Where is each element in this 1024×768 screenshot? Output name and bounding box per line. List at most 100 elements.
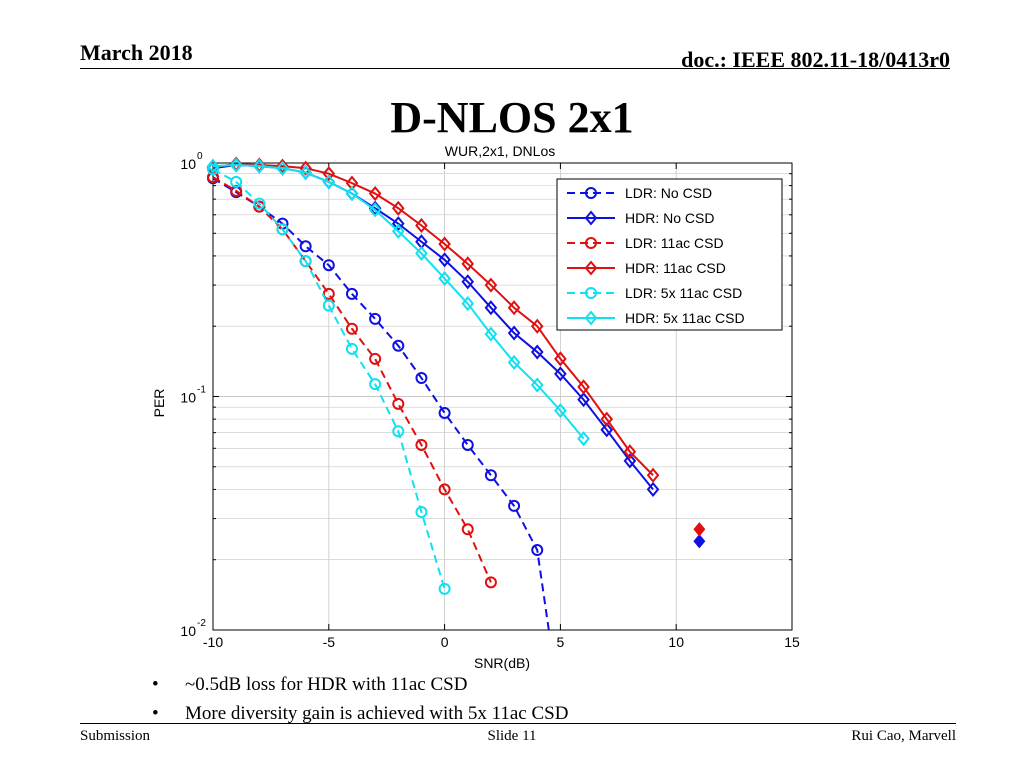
footer-slide-number: Slide 11: [487, 728, 537, 744]
data-point: [369, 378, 382, 391]
slide-title: D-NLOS 2x1: [390, 93, 634, 142]
x-tick-label: 5: [557, 634, 565, 650]
data-point: [415, 372, 428, 385]
bullet-glyph: •: [152, 674, 159, 695]
legend-marker: [584, 210, 598, 226]
data-point: [345, 287, 358, 300]
data-point: [461, 296, 475, 312]
data-point: [646, 481, 660, 497]
data-point: [554, 366, 567, 382]
x-tick-label: 15: [784, 634, 800, 650]
y-tick-label: 10: [180, 623, 196, 639]
data-point: [392, 339, 405, 352]
data-point: [484, 326, 498, 342]
data-point: [507, 354, 521, 370]
chart-series: [206, 156, 706, 630]
data-point: [577, 431, 590, 447]
series-line: [213, 164, 585, 440]
data-point: [415, 217, 428, 234]
y-tick-exponent: 0: [197, 151, 203, 162]
data-point: [531, 544, 544, 557]
series-line: [213, 168, 446, 590]
chart-legend: LDR: No CSD HDR: No CSD LDR: 11ac CSD HDR: …: [556, 178, 783, 331]
data-point: [253, 158, 266, 174]
data-point: [438, 582, 451, 595]
data-point: [554, 403, 567, 419]
legend-marker: [584, 310, 598, 326]
data-point: [299, 165, 312, 181]
legend-label: LDR: 5x 11ac CSD: [625, 285, 742, 301]
data-point: [345, 175, 359, 191]
data-point: [646, 467, 660, 483]
bullet-item: • More diversity gain is achieved with 5x…: [150, 699, 568, 728]
data-point: [230, 184, 243, 197]
data-point: [438, 236, 451, 252]
x-tick-label: 10: [668, 634, 684, 650]
y-tick-label: 10: [180, 156, 196, 172]
data-point: [530, 377, 544, 393]
data-point: [369, 312, 382, 325]
legend-label: LDR: 11ac CSD: [625, 235, 724, 251]
data-point: [299, 160, 312, 176]
data-point: [600, 422, 614, 438]
data-point: [206, 158, 220, 174]
bullet-text: More diversity gain is achieved with 5x …: [185, 703, 569, 724]
footer-submission: Submission: [80, 728, 151, 744]
footer-author: Rui Cao, Marvell: [851, 728, 956, 744]
series-ldr-5x-11ac-csd: [207, 163, 451, 595]
header-date: March 2018: [80, 40, 193, 65]
data-point: [368, 185, 382, 202]
data-point: [415, 506, 428, 519]
data-point: [392, 425, 405, 438]
data-point: [623, 444, 637, 460]
x-tick-label: -10: [203, 634, 223, 650]
bullet-item: • ~0.5dB loss for HDR with 11ac CSD: [150, 670, 568, 699]
data-point: [253, 197, 266, 210]
y-tick-label: 10: [180, 390, 196, 406]
bullet-list: • ~0.5dB loss for HDR with 11ac CSD • More…: [150, 670, 568, 728]
data-point: [415, 438, 428, 451]
legend-box: [556, 178, 783, 331]
data-point: [299, 240, 312, 253]
data-point: [322, 299, 335, 312]
axes-frame: [212, 162, 793, 631]
bullet-text: ~0.5dB loss for HDR with 11ac CSD: [185, 674, 468, 695]
data-point: [461, 274, 475, 290]
data-point: [322, 174, 336, 190]
data-point: [600, 411, 614, 427]
data-point: [230, 175, 243, 188]
data-point: [461, 438, 474, 451]
data-point: [508, 499, 521, 512]
data-point: [276, 160, 289, 176]
data-point-isolated: [693, 522, 706, 537]
bullet-glyph: •: [152, 703, 159, 724]
legend-label: LDR: No CSD: [625, 185, 712, 201]
data-point: [369, 352, 382, 365]
data-point: [484, 469, 497, 482]
data-point: [391, 216, 405, 232]
data-point: [207, 163, 219, 176]
data-point: [507, 300, 521, 316]
x-tick-label: 0: [441, 634, 449, 650]
data-point: [299, 255, 312, 268]
data-point: [577, 379, 590, 395]
y-tick-exponent: -2: [197, 618, 206, 629]
data-point: [415, 245, 428, 261]
legend-label: HDR: No CSD: [625, 210, 714, 226]
header-divider: [80, 68, 950, 69]
x-tick-label: -5: [323, 634, 336, 650]
legend-marker: [585, 237, 597, 249]
chart-y-axis-label: PER: [151, 389, 167, 418]
data-point: [530, 344, 544, 360]
data-point: [229, 157, 243, 173]
data-point: [484, 576, 497, 589]
data-point: [438, 252, 451, 268]
series-hdr-5x-11ac-csd: [206, 157, 590, 447]
data-point: [554, 351, 567, 367]
data-point: [368, 202, 382, 218]
data-point: [345, 342, 358, 355]
data-point: [276, 158, 289, 174]
data-point: [322, 166, 336, 182]
